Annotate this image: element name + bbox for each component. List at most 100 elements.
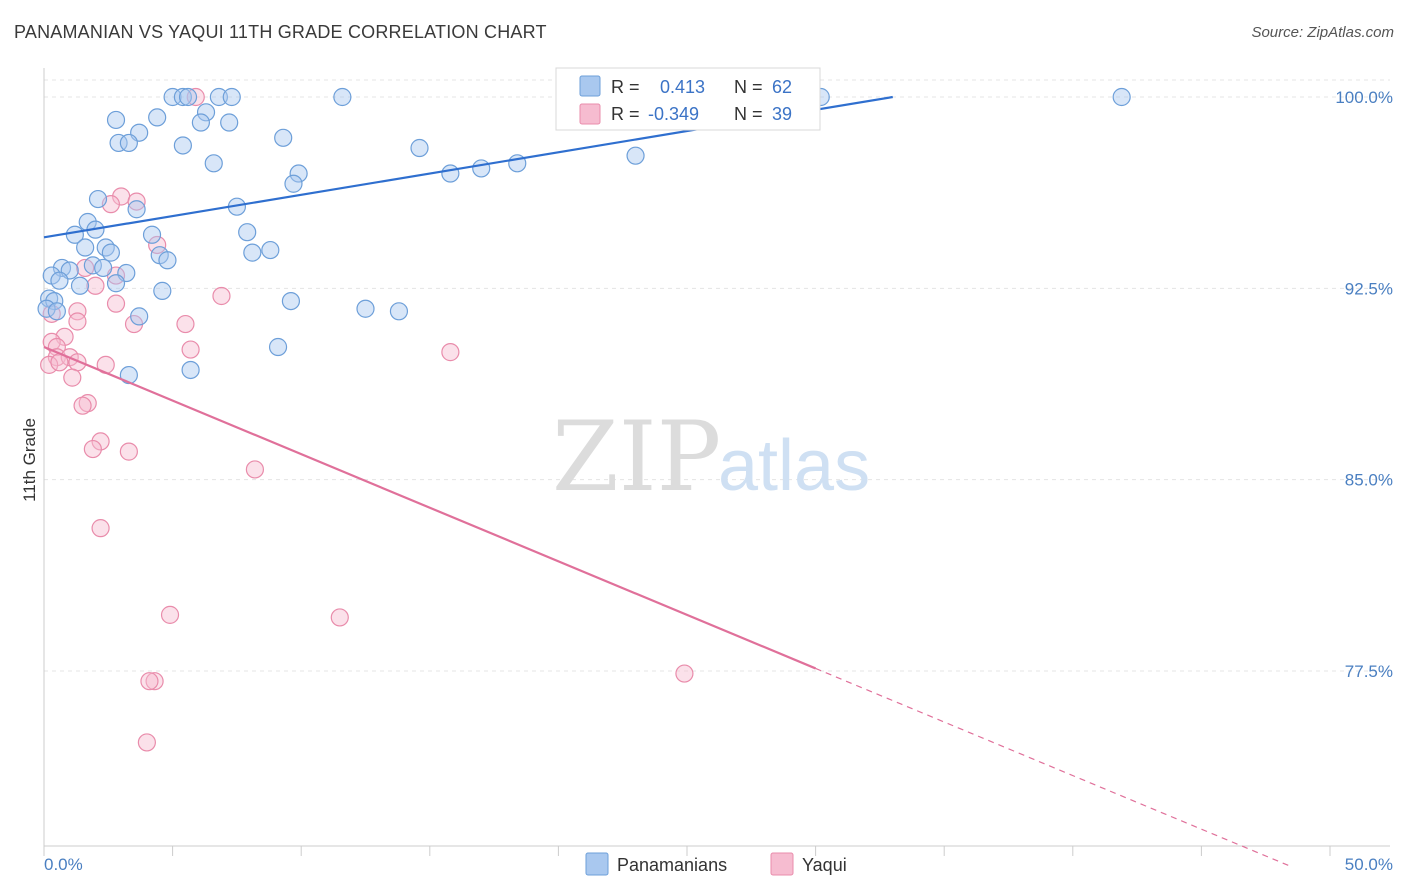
panamanian-point-49 <box>70 276 90 295</box>
yaqui-point-29 <box>91 432 110 451</box>
yaqui-point-30 <box>83 439 102 459</box>
stats-r-value-1: 0.413 <box>660 77 705 97</box>
yaqui-point-27 <box>78 394 97 413</box>
panamanian-points <box>37 87 1131 385</box>
chart-title: PANAMANIAN VS YAQUI 11TH GRADE CORRELATI… <box>14 22 547 42</box>
series-legend: Panamanians Yaqui <box>585 852 847 876</box>
legend-label-yaqui: Yaqui <box>802 855 847 875</box>
stats-n-value-2: 39 <box>772 104 792 124</box>
stats-r-value-2: -0.349 <box>648 104 699 124</box>
panamanian-point-36 <box>96 238 115 257</box>
panamanian-point-0 <box>163 87 182 107</box>
stats-n-label-1: N = <box>734 77 763 97</box>
grid-lines <box>44 79 1390 672</box>
stats-legend-swatch-pink <box>579 103 601 125</box>
yaqui-point-11 <box>68 302 87 321</box>
panamanian-point-29 <box>127 200 146 219</box>
yaqui-point-14 <box>176 314 195 334</box>
panamanian-point-9 <box>196 103 216 122</box>
stats-n-label-2: N = <box>734 104 763 124</box>
yaqui-point-37 <box>145 672 164 691</box>
yaqui-point-39 <box>137 733 156 752</box>
panamanian-point-1 <box>173 87 192 107</box>
stats-legend-swatch-blue <box>579 75 601 97</box>
panamanian-point-16 <box>109 133 128 153</box>
y-axis-title: 11th Grade <box>20 418 39 502</box>
panamanian-point-50 <box>106 274 126 293</box>
panamanian-point-48 <box>50 271 69 290</box>
yaqui-point-26 <box>63 368 82 387</box>
panamanian-point-39 <box>243 243 262 262</box>
y-tick-label-2: 92.5% <box>1345 279 1393 298</box>
watermark-zip: ZIP <box>552 401 721 513</box>
yaqui-point-38 <box>140 672 159 691</box>
panamanian-point-3 <box>209 87 228 107</box>
panamanian-point-5 <box>333 87 352 107</box>
yaqui-point-9 <box>106 294 126 313</box>
x-tick-label-1: 50.0% <box>1345 855 1393 874</box>
yaqui-trend-extension <box>815 667 1292 868</box>
panamanian-point-8 <box>1112 87 1131 107</box>
yaqui-points <box>40 87 694 752</box>
panamanian-point-41 <box>158 251 177 270</box>
y-tick-label-0: 77.5% <box>1345 662 1393 681</box>
panamanian-point-21 <box>204 154 223 173</box>
watermark-atlas: atlas <box>718 426 870 506</box>
panamanian-point-27 <box>88 189 108 209</box>
y-tick-label-1: 85.0% <box>1345 471 1393 490</box>
panamanian-point-51 <box>153 281 172 300</box>
panamanian-point-10 <box>106 110 126 130</box>
yaqui-point-28 <box>73 396 92 415</box>
panamanian-point-60 <box>268 337 288 357</box>
panamanian-point-25 <box>289 164 308 183</box>
legend-swatch-yaqui <box>770 852 794 876</box>
yaqui-point-18 <box>181 340 200 359</box>
panamanian-point-54 <box>281 291 301 311</box>
panamanian-point-59 <box>130 307 149 326</box>
yaqui-point-34 <box>160 605 180 624</box>
panamanian-point-58 <box>389 302 409 321</box>
legend-swatch-panamanians <box>585 852 609 876</box>
x-tick-label-0: 0.0% <box>44 855 83 874</box>
panamanian-point-33 <box>142 225 162 244</box>
yaqui-point-33 <box>91 519 110 538</box>
panamanian-point-20 <box>626 146 645 165</box>
yaqui-point-19 <box>441 343 460 362</box>
panamanian-point-18 <box>173 136 192 155</box>
panamanian-point-62 <box>119 365 138 385</box>
yaqui-point-32 <box>245 460 265 479</box>
yaqui-point-31 <box>119 442 138 461</box>
panamanian-point-26 <box>284 174 303 193</box>
panamanian-point-24 <box>441 164 460 183</box>
panamanian-point-12 <box>191 113 210 132</box>
panamanian-point-23 <box>472 159 491 178</box>
y-tick-labels: 77.5% 85.0% 92.5% 100.0% <box>1335 88 1393 681</box>
yaqui-trend-line <box>43 345 817 670</box>
panamanian-point-4 <box>222 87 241 107</box>
panamanian-point-34 <box>238 223 257 242</box>
panamanian-point-17 <box>119 133 138 153</box>
yaqui-point-2 <box>127 192 146 211</box>
panamanian-point-61 <box>181 360 200 380</box>
stats-r-label-2: R = <box>611 104 640 124</box>
yaqui-point-35 <box>330 608 349 627</box>
yaqui-point-8 <box>212 286 231 306</box>
stats-n-value-1: 62 <box>772 77 792 97</box>
panamanian-point-19 <box>410 138 429 158</box>
source-attribution: Source: ZipAtlas.com <box>1251 24 1394 41</box>
panamanian-point-15 <box>274 128 293 147</box>
watermark: ZIP atlas <box>552 401 870 513</box>
panamanian-point-11 <box>148 108 167 127</box>
yaqui-point-7 <box>86 276 105 295</box>
panamanian-point-13 <box>220 113 239 132</box>
stats-r-label-1: R = <box>611 77 640 97</box>
x-tick-labels: 0.0% 50.0% <box>44 855 1393 874</box>
panamanian-point-37 <box>261 240 280 260</box>
yaqui-point-36 <box>675 664 694 683</box>
stats-legend: R = 0.413 N = 62 R = -0.349 N = 39 <box>555 67 821 131</box>
panamanian-point-35 <box>76 238 95 257</box>
panamanian-point-45 <box>94 258 113 278</box>
axes <box>43 68 1390 856</box>
yaqui-point-12 <box>68 312 87 331</box>
